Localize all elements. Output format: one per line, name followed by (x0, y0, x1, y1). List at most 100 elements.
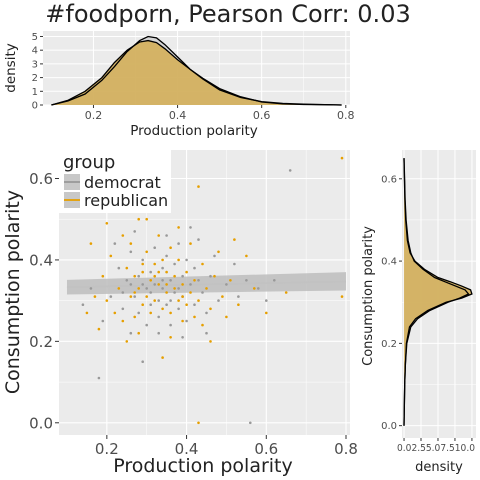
republican-point (161, 258, 164, 262)
democrat-point (121, 291, 125, 294)
republican-point (85, 311, 89, 315)
democrat-point (145, 287, 148, 290)
republican-point (193, 279, 196, 282)
republican-point (181, 283, 184, 286)
republican-point (225, 315, 228, 319)
right-density-y-tick-label: 0.4 (381, 257, 397, 268)
republican-point (213, 274, 216, 278)
republican-point (217, 250, 220, 254)
republican-point (149, 279, 152, 282)
right-density-republican-line (403, 158, 473, 426)
republican-point (340, 156, 344, 160)
republican-point (105, 222, 109, 225)
republican-point (169, 336, 172, 339)
democrat-point (197, 279, 200, 282)
scatter-y-tick-label: 0.2 (29, 333, 53, 351)
republican-point (125, 340, 129, 343)
republican-point (189, 291, 192, 294)
top-density-x-tick-label: 0.2 (85, 109, 103, 122)
democrat-point (149, 291, 152, 294)
republican-point (129, 295, 133, 298)
republican-point (109, 254, 113, 258)
republican-point (201, 323, 204, 327)
right-density-republican-area (404, 158, 472, 426)
republican-point (89, 242, 93, 245)
democrat-point (157, 299, 160, 302)
top-density-y-ticks: 0 1 2 3 4 5 (32, 32, 43, 112)
republican-point (141, 270, 144, 274)
republican-point (145, 295, 148, 298)
top-density-y-tick-label: 4 (32, 46, 38, 57)
republican-point (265, 311, 268, 315)
republican-point (221, 295, 224, 298)
republican-point (197, 185, 200, 188)
republican-point (165, 291, 168, 294)
democrat-point (113, 242, 117, 245)
republican-point (161, 307, 164, 311)
republican-point (209, 307, 212, 311)
democrat-point (145, 323, 148, 327)
democrat-point (265, 299, 268, 302)
republican-point (237, 303, 240, 307)
republican-point (157, 234, 160, 237)
republican-point (173, 287, 176, 290)
democrat-point (141, 283, 144, 286)
democrat-point (149, 270, 152, 274)
right-density-y-tick-label: 0.2 (381, 339, 397, 350)
democrat-point (149, 303, 152, 307)
republican-point (117, 287, 121, 290)
republican-point (165, 270, 168, 274)
republican-point (133, 274, 136, 278)
democrat-point (153, 246, 156, 249)
right-density-panel: 0.0 0.2 0.4 0.6 0.02.55.07.510.0 density Co… (361, 150, 476, 475)
republican-point (93, 295, 97, 298)
democrat-point (121, 307, 125, 311)
chart-title: #foodporn, Pearson Corr: 0.03 (45, 0, 410, 28)
democrat-point (137, 311, 140, 315)
top-density-republican-line (51, 39, 342, 106)
democrat-point (217, 299, 220, 302)
republican-point (145, 217, 148, 221)
republican-point (141, 262, 144, 266)
right-density-x-tick-labels: 0.02.55.07.510.0 (397, 443, 475, 454)
republican-point (177, 226, 180, 229)
democrat-point (197, 238, 200, 241)
republican-point (153, 262, 156, 266)
top-density-y-label: density (3, 43, 19, 93)
democrat-point (161, 279, 164, 282)
republican-point (193, 315, 196, 319)
right-density-x-ticks (403, 438, 473, 441)
top-density-y-tick-label: 5 (32, 32, 38, 43)
republican-point (153, 299, 156, 302)
republican-points (85, 156, 344, 425)
democrat-point (177, 307, 180, 311)
republican-point (141, 303, 144, 307)
democrat-point (273, 279, 276, 282)
republican-point (105, 299, 109, 302)
democrat-point (117, 266, 121, 270)
republican-point (177, 299, 180, 302)
republican-point (197, 421, 200, 425)
democrat-point (109, 295, 113, 298)
democrat-point (165, 234, 168, 237)
republican-point (125, 266, 129, 270)
democrat-point (157, 331, 160, 335)
republican-point (173, 274, 176, 278)
democrat-point (209, 274, 212, 278)
top-density-y-tick-label: 2 (32, 73, 38, 84)
democrat-point (233, 262, 236, 266)
legend: group democrat republican (59, 150, 171, 213)
democrat-point (169, 279, 172, 282)
democrat-point (125, 279, 129, 282)
republican-point (340, 295, 344, 298)
democrat-point (137, 274, 140, 278)
scatter-y-label: Consumption polarity (2, 190, 24, 394)
republican-point (133, 315, 136, 319)
republican-point (181, 319, 184, 323)
democrat-point (177, 287, 180, 290)
top-density-y-tick-label: 0 (32, 101, 38, 112)
republican-point (185, 270, 188, 274)
republican-point (177, 258, 180, 262)
democrat-point (257, 287, 260, 290)
